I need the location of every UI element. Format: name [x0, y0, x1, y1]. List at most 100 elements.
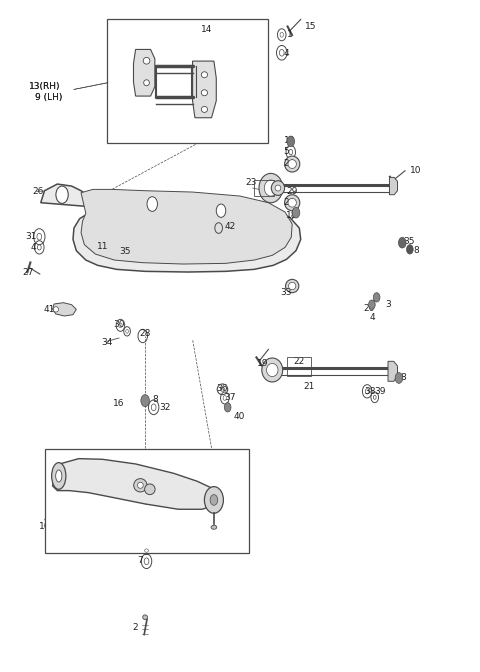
- Circle shape: [369, 300, 375, 309]
- Text: 2: 2: [133, 623, 138, 632]
- Text: 13(RH): 13(RH): [29, 82, 60, 91]
- Circle shape: [398, 237, 406, 248]
- Circle shape: [210, 495, 218, 505]
- Ellipse shape: [142, 499, 151, 507]
- Text: 12: 12: [284, 136, 295, 144]
- Text: 21: 21: [303, 382, 314, 391]
- Circle shape: [407, 245, 413, 254]
- Text: 4: 4: [370, 313, 375, 322]
- Ellipse shape: [264, 180, 277, 196]
- Circle shape: [141, 394, 149, 407]
- Ellipse shape: [144, 80, 149, 86]
- Text: 22: 22: [294, 357, 305, 366]
- Text: 8: 8: [401, 373, 407, 382]
- Text: 8: 8: [413, 246, 419, 255]
- Circle shape: [56, 186, 68, 204]
- Ellipse shape: [142, 546, 151, 554]
- Text: 16: 16: [113, 399, 125, 409]
- Text: 9 (LH): 9 (LH): [35, 93, 62, 102]
- Text: 3: 3: [385, 300, 391, 309]
- Text: 27: 27: [22, 267, 34, 276]
- Text: 14: 14: [201, 25, 213, 34]
- Polygon shape: [53, 302, 76, 316]
- Text: 34: 34: [101, 338, 113, 347]
- Ellipse shape: [53, 306, 59, 312]
- Circle shape: [292, 208, 300, 218]
- Polygon shape: [41, 184, 301, 272]
- Ellipse shape: [286, 280, 299, 293]
- Ellipse shape: [201, 90, 207, 95]
- Text: 8: 8: [152, 396, 158, 405]
- Text: 11: 11: [96, 242, 108, 251]
- Ellipse shape: [288, 160, 296, 169]
- Ellipse shape: [271, 181, 285, 196]
- Text: 28: 28: [139, 329, 150, 338]
- Text: 40: 40: [234, 412, 245, 421]
- Ellipse shape: [190, 65, 203, 98]
- Circle shape: [204, 487, 223, 513]
- Text: 30: 30: [113, 319, 124, 329]
- Text: 38: 38: [364, 388, 376, 396]
- Ellipse shape: [52, 462, 66, 489]
- Text: 42: 42: [225, 222, 236, 231]
- Polygon shape: [81, 190, 292, 264]
- Ellipse shape: [285, 156, 300, 172]
- Text: 24: 24: [284, 159, 295, 168]
- Ellipse shape: [266, 364, 278, 376]
- Polygon shape: [388, 362, 397, 381]
- Ellipse shape: [144, 484, 155, 495]
- Ellipse shape: [285, 195, 300, 211]
- Ellipse shape: [275, 185, 281, 191]
- Text: 29: 29: [286, 187, 298, 196]
- Ellipse shape: [259, 173, 283, 203]
- Text: 13(RH): 13(RH): [29, 82, 60, 91]
- Ellipse shape: [56, 470, 62, 482]
- Ellipse shape: [144, 501, 148, 504]
- Bar: [107, 19, 268, 142]
- Text: 26: 26: [33, 187, 44, 196]
- Ellipse shape: [144, 549, 148, 552]
- Ellipse shape: [288, 282, 296, 290]
- Text: 10: 10: [410, 166, 421, 175]
- Circle shape: [373, 293, 380, 302]
- Text: 36: 36: [216, 384, 228, 393]
- Ellipse shape: [201, 72, 207, 78]
- Text: 17: 17: [74, 488, 85, 497]
- Ellipse shape: [143, 57, 150, 64]
- Text: 23: 23: [246, 178, 257, 187]
- Text: 14: 14: [207, 25, 218, 34]
- Polygon shape: [192, 61, 216, 118]
- Bar: [46, 450, 250, 552]
- Text: 41: 41: [44, 305, 55, 314]
- Bar: [254, 180, 274, 196]
- Polygon shape: [389, 177, 397, 195]
- Text: 19: 19: [257, 359, 268, 368]
- Ellipse shape: [143, 615, 147, 620]
- Text: 20: 20: [363, 304, 375, 313]
- Text: 37: 37: [224, 394, 235, 403]
- Text: 15: 15: [304, 22, 316, 31]
- Ellipse shape: [201, 106, 207, 112]
- Text: 10: 10: [39, 522, 51, 531]
- Circle shape: [287, 136, 295, 146]
- Ellipse shape: [193, 73, 200, 91]
- Ellipse shape: [211, 526, 217, 530]
- Circle shape: [395, 373, 403, 383]
- Ellipse shape: [262, 358, 283, 382]
- Text: 25: 25: [258, 76, 269, 85]
- Circle shape: [147, 197, 157, 212]
- Text: 4: 4: [30, 243, 36, 252]
- Text: 35: 35: [403, 237, 415, 246]
- Text: 31: 31: [25, 233, 37, 241]
- Text: 33: 33: [280, 288, 291, 297]
- Text: 1: 1: [287, 30, 292, 38]
- Text: 39: 39: [374, 388, 385, 396]
- Text: 7: 7: [137, 556, 143, 565]
- Text: 24: 24: [284, 198, 295, 207]
- Text: 9 (LH): 9 (LH): [35, 93, 62, 102]
- Text: 6: 6: [137, 546, 143, 555]
- Text: 6: 6: [137, 497, 143, 506]
- Circle shape: [216, 204, 226, 217]
- Text: 35: 35: [120, 247, 131, 256]
- Ellipse shape: [134, 478, 147, 492]
